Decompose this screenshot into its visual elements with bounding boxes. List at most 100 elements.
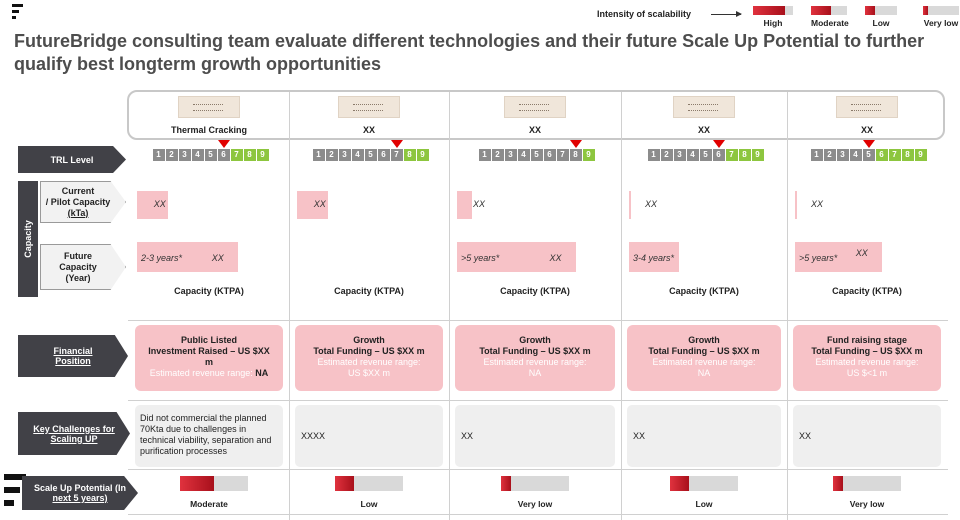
future-capacity-bar <box>457 242 576 272</box>
technology-logo <box>673 96 735 118</box>
scaleup-bar <box>335 476 403 491</box>
logo-text-mark <box>851 104 881 111</box>
current-capacity-value: XX <box>313 199 326 209</box>
financial-stage: Growth <box>353 335 385 345</box>
scaleup-level-label: Very low <box>849 499 885 509</box>
financial-revenue-label: Estimated revenue range: <box>483 357 587 367</box>
future-capacity-years: >5 years* <box>461 253 500 263</box>
scaleup-bar-fill <box>833 476 843 491</box>
financial-revenue-value: NA <box>528 368 542 378</box>
trl-marker-icon <box>390 140 403 148</box>
financial-revenue-label: Estimated revenue range: <box>815 357 919 367</box>
legend-bar <box>923 6 959 15</box>
financial-revenue-value: NA <box>255 368 269 378</box>
trl-step: 6 <box>875 149 888 161</box>
logo-text-mark <box>688 104 718 111</box>
trl-step: 2 <box>823 149 836 161</box>
scalability-legend: Intensity of scalability High Moderate Low… <box>595 6 960 32</box>
key-challenge-card: XX <box>793 405 941 467</box>
trl-marker-icon <box>217 140 230 148</box>
trl-step: 7 <box>725 149 738 161</box>
row-label-capacity: Capacity <box>18 181 38 297</box>
financial-funding: Investment Raised – US $XX <box>148 346 270 356</box>
trl-step: 8 <box>901 149 914 161</box>
financial-stage: Fund raising stage <box>826 335 907 345</box>
trl-step: 9 <box>256 149 269 161</box>
current-capacity-bar <box>137 191 168 219</box>
current-capacity-bar <box>795 191 797 219</box>
trl-marker-icon <box>569 140 582 148</box>
scaleup-bar <box>501 476 569 491</box>
scaleup-bar <box>833 476 901 491</box>
future-capacity-value: XX <box>211 253 224 263</box>
trl-step: 7 <box>556 149 569 161</box>
column-divider <box>449 92 450 520</box>
trl-step: 7 <box>888 149 901 161</box>
column-divider <box>289 92 290 520</box>
scaleup-bar <box>670 476 738 491</box>
column-divider <box>787 92 788 520</box>
trl-step: 5 <box>862 149 875 161</box>
legend-bar-fill <box>865 6 875 15</box>
technology-logo <box>178 96 240 118</box>
technology-logo <box>338 96 400 118</box>
legend-label: Very low <box>923 18 959 28</box>
current-capacity-bar <box>457 191 473 219</box>
page-title: FutureBridge consulting team evaluate di… <box>14 31 925 74</box>
capacity-unit-label: Capacity (KTPA) <box>174 286 244 296</box>
trl-step: 6 <box>543 149 556 161</box>
trl-step: 1 <box>152 149 165 161</box>
trl-step: 6 <box>377 149 390 161</box>
futurebridge-logo-footer <box>4 474 26 508</box>
scaleup-bar-fill <box>670 476 690 491</box>
trl-step: 9 <box>416 149 429 161</box>
future-capacity-bar <box>137 242 238 272</box>
trl-step: 5 <box>699 149 712 161</box>
trl-step: 4 <box>686 149 699 161</box>
trl-marker-icon <box>712 140 725 148</box>
key-challenge-card: XXXX <box>295 405 443 467</box>
capacity-unit-label: Capacity (KTPA) <box>500 286 570 296</box>
scaleup-level-label: Low <box>695 499 713 509</box>
legend-item: Low <box>865 6 897 28</box>
trl-step: 1 <box>810 149 823 161</box>
trl-step: 3 <box>673 149 686 161</box>
future-capacity-bar <box>629 242 679 272</box>
trl-step: 5 <box>204 149 217 161</box>
trl-step: 3 <box>338 149 351 161</box>
legend-label: High <box>763 18 783 28</box>
row-label-financial: Financial Position <box>18 335 128 377</box>
financial-position-card: Growth Total Funding – US $XX m Estimated … <box>295 325 443 391</box>
trl-step: 1 <box>647 149 660 161</box>
financial-stage: Growth <box>688 335 720 345</box>
current-capacity-value: XX <box>473 199 486 209</box>
key-challenge-card: XX <box>455 405 615 467</box>
current-capacity-bar <box>297 191 328 219</box>
financial-revenue-label: Estimated revenue range: <box>652 357 756 367</box>
trl-step: 1 <box>312 149 325 161</box>
trl-step: 4 <box>849 149 862 161</box>
trl-step: 2 <box>165 149 178 161</box>
capacity-unit-label: Capacity (KTPA) <box>832 286 902 296</box>
legend-arrow-icon <box>711 11 742 17</box>
scaleup-bar <box>180 476 248 491</box>
trl-step: 9 <box>914 149 927 161</box>
trl-step: 2 <box>660 149 673 161</box>
current-capacity-value: XX <box>645 199 658 209</box>
financial-funding: Total Funding – US $XX m <box>648 346 760 356</box>
technology-name: XX <box>860 125 873 135</box>
financial-stage: Public Listed <box>180 335 237 345</box>
trl-step: 8 <box>403 149 416 161</box>
legend-label: Low <box>872 18 890 28</box>
future-capacity-years: >5 years* <box>799 253 838 263</box>
financial-position-card: Growth Total Funding – US $XX m Estimated … <box>627 325 781 391</box>
logo-text-mark <box>353 104 383 111</box>
technology-name: XX <box>528 125 541 135</box>
scaleup-bar-fill <box>335 476 355 491</box>
future-capacity-value: XX <box>855 248 868 258</box>
